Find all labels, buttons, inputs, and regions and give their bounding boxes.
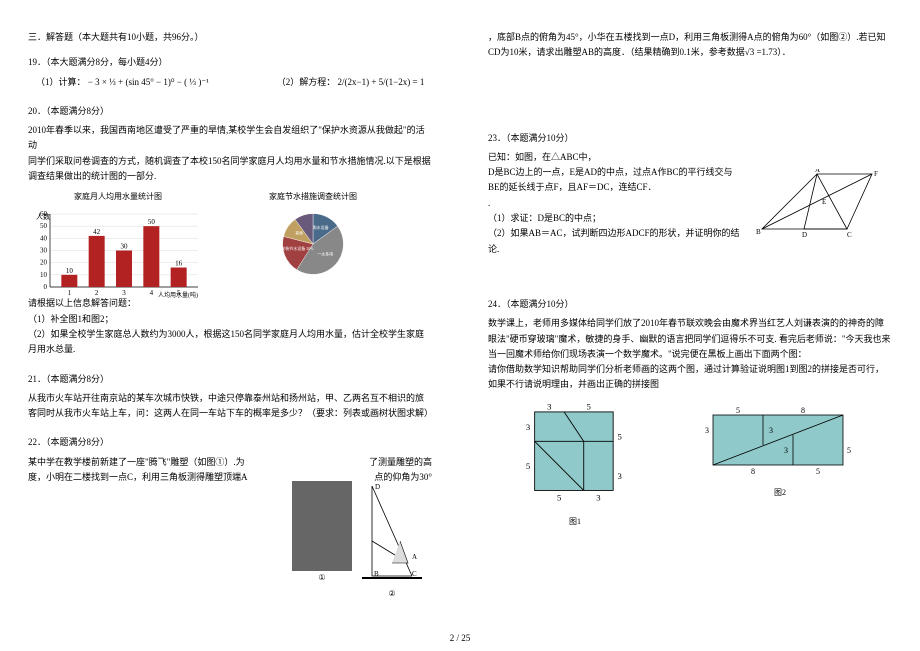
q19: 19．（本大题满分8分，每小题4分） （1）计算： − 3 × ⅓ + (sin… <box>28 55 432 90</box>
q21-p1: 从我市火车站开往南京站的某车次城市快铁，中途只停靠泰州站和扬州站，甲、乙两名互不… <box>28 391 432 422</box>
svg-text:E: E <box>822 198 826 206</box>
svg-text:4: 4 <box>150 289 154 297</box>
svg-text:其他: 其他 <box>295 230 303 236</box>
q22-p1b: 了测量雕塑的高 <box>369 455 432 470</box>
q24-p1: 数学课上，老师用多媒体给同学们放了2010年春节联欢晚会由魔术界当红艺人刘谦表演… <box>488 316 892 362</box>
q24-p2: 请你借助数学知识帮助同学们分析老师画的这两个图，通过计算验证说明图1到图2的拼接… <box>488 362 892 393</box>
xlabel-text: 人均用水量(吨) <box>158 291 198 299</box>
q19-title: 19．（本大题满分8分，每小题4分） <box>28 55 432 70</box>
q20-p5: （2）如果全校学生家庭总人数约为3000人，根据这150名同学家庭月人均用水量，… <box>28 327 432 358</box>
chart-area: 家庭月人均用水量统计图 1042305016 12345 01020304050… <box>28 190 432 290</box>
svg-text:8: 8 <box>801 406 805 415</box>
q23-p1: 已知：如图，在△ABC中， <box>488 150 892 165</box>
svg-text:42: 42 <box>93 228 101 236</box>
q19-p2: （2）解方程： 2/(2x−1) + 5/(1−2x) = 1 <box>277 75 425 90</box>
svg-text:C: C <box>847 231 852 239</box>
svg-text:3: 3 <box>618 471 623 481</box>
svg-text:5: 5 <box>586 401 591 411</box>
svg-text:20: 20 <box>40 259 48 267</box>
svg-text:5: 5 <box>847 446 851 455</box>
svg-text:3: 3 <box>526 422 531 432</box>
svg-text:30: 30 <box>121 242 129 250</box>
q20: 20．（本题满分8分） 2010年春季以来，我国西南地区遭受了严重的旱情,某校学… <box>28 104 432 358</box>
svg-text:一水多用: 一水多用 <box>317 250 333 256</box>
puzzle1: 3 5 5 3 3 5 5 3 图1 <box>515 401 635 529</box>
q20-p2: 同学们采取问卷调查的方式，随机调查了本校150名同学家庭月人均用水量和节水措施情… <box>28 154 432 185</box>
svg-text:3: 3 <box>705 426 709 435</box>
puzzle2: 5 8 8 5 3 5 3 3 图2 <box>695 401 865 529</box>
fig1-label: 图1 <box>515 515 635 529</box>
q22-p1a: 某中学在教学楼前新建了一座"腾飞"雕塑（如图①）.为 <box>28 455 245 470</box>
q22-title: 22．（本题满分8分） <box>28 435 432 450</box>
svg-text:3: 3 <box>122 289 126 297</box>
svg-text:10: 10 <box>40 271 48 279</box>
right-column: ，底部B点的俯角为45°，小华在五楼找到一点D，利用三角板测得A点的俯角为60°… <box>460 0 920 651</box>
bar-title: 家庭月人均用水量统计图 <box>28 190 208 204</box>
svg-text:3: 3 <box>784 446 788 455</box>
q19-p1: （1）计算： − 3 × ⅓ + (sin 45° − 1)⁰ − ( ⅓ )⁻… <box>36 75 209 90</box>
svg-text:A: A <box>815 169 820 174</box>
ylabel-text: 人数 <box>36 212 50 221</box>
q24: 24．（本题满分10分） 数学课上，老师用多媒体给同学们放了2010年春节联欢晚… <box>488 297 892 529</box>
svg-text:安装节水设备 20%: 安装节水设备 20% <box>281 245 314 251</box>
fig2-label: 图2 <box>695 486 865 500</box>
svg-text:1: 1 <box>68 289 72 297</box>
svg-text:40: 40 <box>40 234 48 242</box>
svg-text:3: 3 <box>596 492 601 502</box>
q24-figures: 3 5 5 3 3 5 5 3 图1 5 8 8 5 3 5 3 3 图2 <box>488 401 892 529</box>
svg-text:C: C <box>412 570 417 578</box>
page: 三．解答题（本大题共有10小题，共96分。） 19．（本大题满分8分，每小题4分… <box>0 0 920 651</box>
svg-text:5: 5 <box>526 461 531 471</box>
left-column: 三．解答题（本大题共有10小题，共96分。） 19．（本大题满分8分，每小题4分… <box>0 0 460 651</box>
svg-text:16: 16 <box>175 260 183 268</box>
q20-title: 20．（本题满分8分） <box>28 104 432 119</box>
svg-text:3: 3 <box>769 426 773 435</box>
fig2-label: ② <box>362 587 422 601</box>
triangle-diagram: D A C B <box>362 481 422 581</box>
svg-text:购水设备: 购水设备 <box>313 224 329 230</box>
svg-text:D: D <box>802 231 807 239</box>
q24-title: 24．（本题满分10分） <box>488 297 892 312</box>
svg-text:0: 0 <box>44 283 48 291</box>
q22-p2a: 度，小明在二楼找到一点C，利用三角板测得雕塑顶端A <box>28 470 248 485</box>
svg-text:B: B <box>756 228 761 236</box>
svg-text:30: 30 <box>40 246 48 254</box>
q21: 21．（本题满分8分） 从我市火车站开往南京站的某车次城市快铁，中途只停靠泰州站… <box>28 372 432 422</box>
q20-p4: （1）补全图1和图2； <box>28 312 432 327</box>
q22: 22．（本题满分8分） 某中学在教学楼前新建了一座"腾飞"雕塑（如图①）.为 了… <box>28 435 432 485</box>
section-header: 三．解答题（本大题共有10小题，共96分。） <box>28 30 432 45</box>
svg-text:A: A <box>412 553 417 561</box>
svg-text:50: 50 <box>148 218 156 226</box>
pie-chart: 家庭节水措施调查统计图 购水设备一水多用安装节水设备 20% 其他 <box>238 190 388 290</box>
q20-p1: 2010年春季以来，我国西南地区遭受了严重的旱情,某校学生会自发组织了"保护水资… <box>28 123 432 154</box>
svg-text:10: 10 <box>66 267 74 275</box>
svg-text:2: 2 <box>95 289 99 297</box>
svg-text:3: 3 <box>547 401 552 411</box>
q22-p2b: 点的仰角为30° <box>374 470 432 485</box>
q23-diagram: A F B D E C <box>752 169 882 239</box>
page-footer: 2 / 25 <box>450 633 471 643</box>
q23-title: 23．（本题满分10分） <box>488 131 892 146</box>
q23: 23．（本题满分10分） 已知：如图，在△ABC中， A F B D E C D… <box>488 131 892 257</box>
svg-text:F: F <box>874 170 878 178</box>
svg-text:5: 5 <box>736 406 740 415</box>
q22-cont: ，底部B点的俯角为45°，小华在五楼找到一点D，利用三角板测得A点的俯角为60°… <box>488 30 892 61</box>
pie-title: 家庭节水措施调查统计图 <box>269 190 357 204</box>
bar-svg: 1042305016 12345 0102030405060 人数 人均用水量(… <box>28 204 208 304</box>
svg-text:50: 50 <box>40 222 48 230</box>
svg-text:8: 8 <box>751 467 755 476</box>
svg-text:5: 5 <box>816 467 820 476</box>
q21-title: 21．（本题满分8分） <box>28 372 432 387</box>
photo-placeholder <box>292 481 352 571</box>
svg-text:5: 5 <box>557 492 562 502</box>
svg-text:5: 5 <box>618 431 623 441</box>
bar-chart: 家庭月人均用水量统计图 1042305016 12345 01020304050… <box>28 190 208 290</box>
pie-svg: 购水设备一水多用安装节水设备 20% 其他 <box>273 204 353 284</box>
svg-text:B: B <box>374 570 379 578</box>
fig1-label: ① <box>292 571 352 585</box>
q22-figures: ① D A C B ② <box>292 481 422 600</box>
